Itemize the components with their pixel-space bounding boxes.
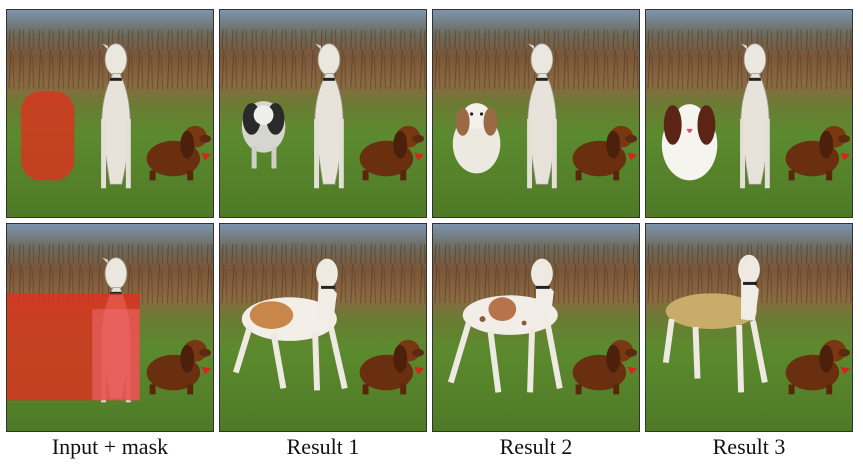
generated-dog [447,258,563,393]
panel-result2-bottom [432,223,640,432]
panel-input-bottom [6,223,214,432]
panel-result3-top [645,9,853,218]
panel-result1-top [219,9,427,218]
generated-dog [233,258,348,391]
caption-result-2: Result 2 [499,434,573,459]
panel-result2-top [432,9,640,218]
caption-result-3: Result 3 [712,434,786,459]
generated-dog [452,103,501,174]
panel-result3-bottom [645,223,853,432]
caption-result-1: Result 1 [286,434,360,459]
generated-dog [662,254,768,393]
panel-result1-bottom [219,223,427,432]
mask-overlay [20,91,75,181]
caption-input: Input + mask [51,434,169,459]
panel-input-top [6,9,214,218]
generated-dog [241,101,286,169]
generated-dog [661,104,718,181]
